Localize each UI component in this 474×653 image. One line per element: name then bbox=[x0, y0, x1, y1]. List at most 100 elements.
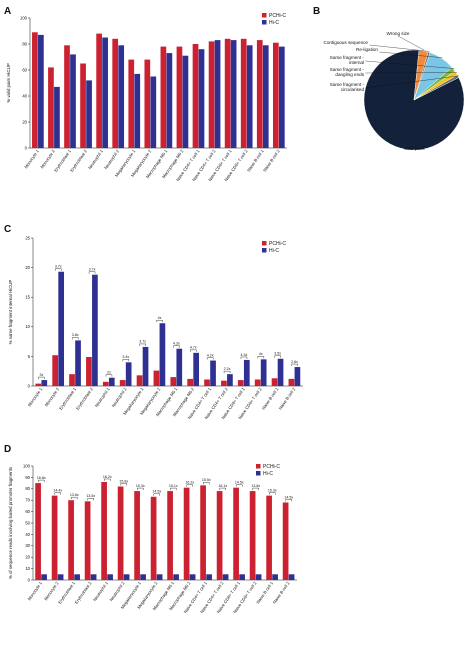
bar-hic bbox=[108, 377, 115, 386]
bar-hic bbox=[206, 574, 212, 580]
y-tick-label: 0 bbox=[28, 383, 31, 388]
pie-label: dangling ends bbox=[335, 72, 364, 77]
bar-pchic bbox=[86, 356, 92, 386]
bar-pchic bbox=[134, 491, 140, 580]
y-tick-label: 80 bbox=[25, 486, 30, 491]
bar-pchic bbox=[119, 380, 126, 386]
bar-pchic bbox=[233, 487, 239, 580]
x-tick-label: Monocyte 1 bbox=[23, 148, 40, 169]
bar-pchic bbox=[187, 378, 194, 386]
fold-bracket bbox=[236, 484, 243, 487]
bar-pchic bbox=[48, 67, 54, 148]
pie-label: Same fragment - bbox=[330, 67, 365, 72]
y-tick-label: 100 bbox=[23, 463, 31, 468]
fold-label: 2.6x bbox=[291, 360, 298, 364]
bar-hic bbox=[166, 53, 173, 148]
x-tick-label: Erythroblast 2 bbox=[74, 580, 93, 605]
pie-chart-b: Valid pairs Wrong size Contiguous sequence… bbox=[324, 31, 465, 151]
pie-label: Contiguous sequence bbox=[324, 40, 369, 45]
legend-label: PCHi-C bbox=[269, 13, 286, 19]
y-tick-label: 40 bbox=[25, 532, 30, 537]
legend-swatch bbox=[262, 13, 267, 18]
fold-label: 16.2x bbox=[185, 480, 194, 484]
x-tick-label: Monocyte 1 bbox=[27, 580, 44, 601]
legend-swatch bbox=[262, 241, 267, 246]
fold-label: 15.5x bbox=[202, 478, 211, 482]
bar-pchic bbox=[170, 377, 177, 386]
fold-label: 4x bbox=[158, 316, 162, 320]
fold-label: 13.6x bbox=[70, 493, 79, 497]
fold-bracket bbox=[38, 479, 45, 483]
x-tick-label: Monocyte 2 bbox=[43, 580, 60, 601]
fold-label: 3.7x bbox=[55, 265, 62, 269]
fold-bracket bbox=[252, 487, 259, 491]
bar-hic bbox=[134, 73, 141, 148]
bar-pchic bbox=[150, 496, 157, 580]
bar-hic bbox=[294, 367, 301, 386]
pie-label: circularised bbox=[341, 87, 365, 92]
fold-bracket bbox=[219, 487, 226, 491]
bar-hic bbox=[198, 49, 205, 149]
bar-hic bbox=[272, 574, 278, 580]
fold-label: 15.3x bbox=[136, 484, 145, 488]
bar-pchic bbox=[192, 44, 199, 148]
fold-bracket bbox=[257, 356, 265, 359]
fold-label: 15.8x bbox=[119, 479, 128, 483]
pie-leader-line bbox=[369, 44, 430, 52]
bar-pchic bbox=[183, 487, 190, 580]
bar-hic bbox=[277, 358, 284, 386]
x-tick-label: Monocyte 2 bbox=[39, 148, 56, 169]
fold-label: 13.8x bbox=[251, 484, 260, 488]
bar-hic bbox=[92, 274, 98, 386]
bar-pchic bbox=[160, 46, 167, 148]
fold-label: 3.4x bbox=[122, 355, 129, 359]
bar-pchic bbox=[224, 38, 231, 148]
x-tick-label: Erythroblast 2 bbox=[69, 148, 88, 173]
y-tick-label: 60 bbox=[22, 67, 27, 72]
bar-hic bbox=[41, 574, 47, 580]
bar-pchic bbox=[272, 42, 279, 149]
fold-bracket bbox=[54, 492, 61, 495]
bar-hic bbox=[210, 360, 216, 386]
bar-pchic bbox=[144, 59, 151, 148]
bar-hic bbox=[222, 574, 229, 580]
bar-pchic bbox=[271, 378, 278, 386]
fold-label: 13.5x bbox=[86, 494, 95, 498]
fold-bracket bbox=[285, 499, 292, 502]
bar-pchic bbox=[249, 491, 256, 580]
bar-hic bbox=[118, 45, 125, 148]
bar-hic bbox=[123, 574, 130, 580]
bar-hic bbox=[189, 574, 196, 580]
fold-label: 3.8x bbox=[72, 333, 79, 337]
bar-hic bbox=[38, 34, 44, 148]
legend-label: PCHi-C bbox=[269, 241, 286, 247]
fold-label: 2.2x bbox=[224, 367, 231, 371]
fold-label: 15.1x bbox=[169, 484, 178, 488]
y-tick-label: 0 bbox=[28, 577, 31, 582]
bar-pchic bbox=[51, 495, 58, 580]
bar-hic bbox=[193, 352, 200, 386]
x-tick-label: Neutrophil 1 bbox=[87, 148, 104, 170]
panel-label-d: D bbox=[4, 444, 11, 455]
bar-hic bbox=[140, 574, 146, 580]
bar-pchic bbox=[221, 380, 227, 386]
x-tick-label: Neutrophil 2 bbox=[103, 148, 120, 170]
bar-pchic bbox=[102, 381, 109, 386]
legend-label: Hi-C bbox=[269, 248, 279, 254]
pie-label: Re-ligation bbox=[356, 47, 378, 52]
fold-bracket bbox=[186, 484, 193, 487]
bar-hic bbox=[142, 346, 149, 386]
fold-bracket bbox=[38, 376, 45, 380]
bar-hic bbox=[70, 54, 76, 148]
fold-bracket bbox=[173, 345, 180, 348]
bar-pchic bbox=[288, 378, 295, 386]
fold-bracket bbox=[156, 320, 163, 323]
fold-bracket bbox=[170, 487, 177, 491]
bar-pchic bbox=[101, 481, 107, 580]
bar-pchic bbox=[32, 32, 38, 148]
x-tick-label: Erythroblast 2 bbox=[75, 386, 94, 411]
x-tick-label: Naive B cell 2 bbox=[262, 148, 281, 172]
pie-leader-line bbox=[365, 60, 455, 69]
bar-pchic bbox=[240, 38, 247, 148]
pie-label: Wrong size bbox=[387, 31, 410, 36]
